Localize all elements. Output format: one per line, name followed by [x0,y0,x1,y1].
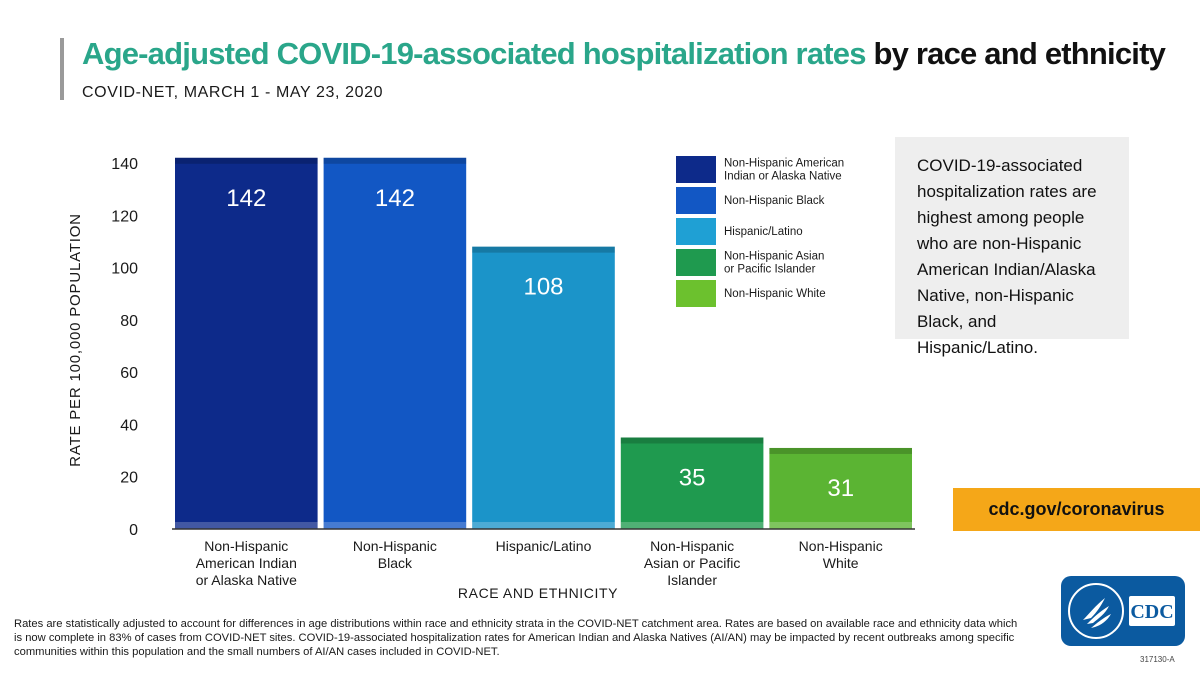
chart-title: Age-adjusted COVID-19-associated hospita… [82,36,1166,72]
title-highlight: Age-adjusted COVID-19-associated hospita… [82,36,866,71]
x-axis: Non-Hispanic American Indian or Alaska Nat… [172,528,915,601]
y-tick-label: 60 [120,365,138,382]
legend-swatch [676,280,716,307]
x-category-label: Hispanic/Latino [496,538,592,554]
bar-base-band [175,522,318,529]
bar-value-label: 31 [827,475,854,502]
x-category-label: Non-Hispanic Asian or Pacific Islander [644,538,740,588]
legend-swatch [676,249,716,276]
legend-swatch [676,156,716,183]
url-text: cdc.gov/coronavirus [988,499,1165,519]
bar-value-label: 142 [375,185,415,212]
x-category-label: Non-Hispanic American Indian or Alaska Nat… [196,538,297,588]
document-code: 317130-A [1140,655,1175,664]
legend-label: Non-Hispanic Black [724,195,825,207]
cdc-logo-graphic: CDC [1068,583,1175,639]
x-category-label: Non-Hispanic White [799,538,883,571]
x-category-label: Non-Hispanic Black [353,538,437,571]
legend: Non-Hispanic American Indian or Alaska Na… [676,156,844,307]
legend-label: Non-Hispanic White [724,288,826,300]
bar [472,246,615,529]
y-tick-label: 80 [120,313,138,330]
bar [620,437,764,529]
bar-value-label: 35 [679,465,706,492]
bar-top-band [769,447,912,454]
legend-label: Hispanic/Latino [724,226,803,238]
title-accent-bar [60,38,64,100]
y-tick-label: 140 [111,156,138,173]
bar-value-label: 142 [226,185,266,212]
y-tick-label: 20 [120,470,138,487]
y-tick-label: 40 [120,417,138,434]
cdc-logo: CDC [1061,576,1185,646]
bar-base-band [472,522,615,529]
chart-subtitle: COVID-NET, MARCH 1 - MAY 23, 2020 [82,84,384,101]
y-axis-ticks: 0 20 40 60 80 100 120 140 [111,156,138,539]
bar [769,447,912,529]
footnote: Rates are statistically adjusted to acco… [14,618,1018,658]
y-tick-label: 0 [129,522,138,539]
bar [323,157,467,529]
legend-label: Non-Hispanic American Indian or Alaska Na… [724,158,844,183]
bar-base-band [323,522,467,529]
callout-text: COVID-19-associated hospitalization rate… [917,156,1097,357]
bar-top-band [323,157,467,164]
bar-top-band [472,246,615,253]
hhs-eagle-icon [1083,598,1111,628]
callout-box: COVID-19-associated hospitalization rate… [895,137,1129,357]
cdc-url-link[interactable]: cdc.gov/coronavirus [953,488,1200,531]
bar-top-band [175,157,318,164]
cdc-logo-text: CDC [1130,601,1173,623]
bar-value-label: 108 [523,274,563,301]
legend-label: Non-Hispanic Asian or Pacific Islander [724,251,824,276]
y-tick-label: 100 [111,261,138,278]
title-rest: by race and ethnicity [873,36,1166,71]
legend-swatch [676,218,716,245]
x-axis-title: RACE AND ETHNICITY [458,585,618,601]
bar [175,157,318,529]
y-axis-title: RATE PER 100,000 POPULATION [67,213,84,467]
bar-base-band [769,522,912,529]
bar-top-band [620,437,764,444]
bars-group: 142 142 108 35 31 [175,157,912,529]
y-tick-label: 120 [111,208,138,225]
legend-swatch [676,187,716,214]
bar-base-band [620,522,764,529]
y-axis-title-group: RATE PER 100,000 POPULATION [67,213,84,467]
